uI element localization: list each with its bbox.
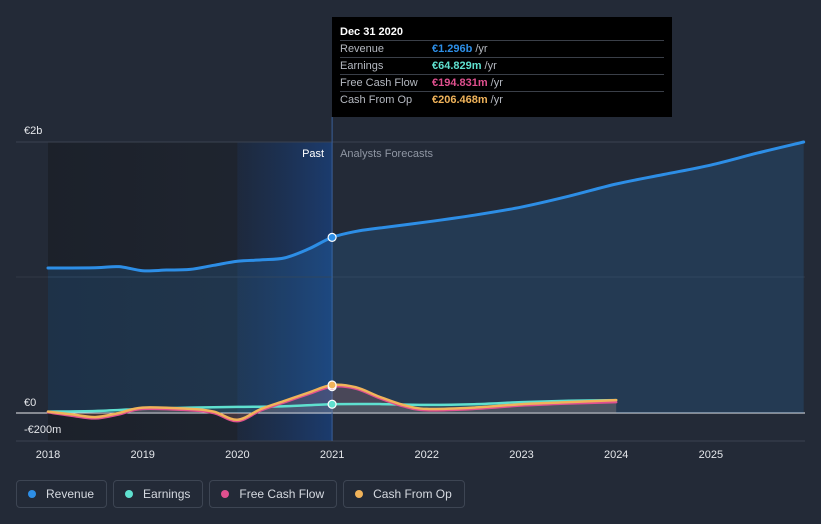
line-chart: €2b €0 -€200m 2018 2019 2020 2021 2022 2023 2024 2… bbox=[16, 117, 806, 461]
legend-label: Free Cash Flow bbox=[239, 487, 325, 501]
free-cash-flow-dot-icon bbox=[221, 490, 230, 498]
tooltip-value: €64.829m bbox=[432, 60, 482, 72]
legend-label: Revenue bbox=[46, 487, 95, 501]
x-tick-label: 2024 bbox=[604, 449, 628, 461]
y-tick-label: €0 bbox=[24, 397, 36, 409]
past-label: Past bbox=[302, 148, 324, 160]
revenue-marker bbox=[327, 232, 337, 242]
tooltip-unit: /yr bbox=[484, 60, 497, 72]
cash-from-op-line bbox=[46, 383, 618, 422]
legend-label: Earnings bbox=[143, 487, 191, 501]
x-tick-label: 2019 bbox=[130, 449, 154, 461]
tooltip-unit: /yr bbox=[490, 94, 503, 106]
tooltip-label: Revenue bbox=[340, 43, 385, 55]
tooltip-row-earnings: Earnings €64.829m /yr bbox=[340, 57, 664, 74]
forecast-label: Analysts Forecasts bbox=[340, 148, 433, 160]
legend: Revenue Earnings Free Cash Flow Cash Fro… bbox=[16, 480, 465, 508]
earnings-dot-icon bbox=[125, 490, 134, 498]
x-tick-label: 2021 bbox=[320, 449, 344, 461]
tooltip-date: Dec 31 2020 bbox=[340, 26, 403, 38]
legend-label: Cash From Op bbox=[373, 487, 452, 501]
tooltip-value: €1.296b bbox=[432, 43, 473, 55]
legend-item-free-cash-flow[interactable]: Free Cash Flow bbox=[209, 480, 338, 508]
free-cash-flow-line bbox=[46, 385, 618, 423]
tooltip-label: Cash From Op bbox=[340, 94, 413, 106]
tooltip-value: €194.831m bbox=[432, 77, 488, 89]
tooltip-row-cash-from-op: Cash From Op €206.468m /yr bbox=[340, 91, 664, 108]
tooltip-label: Free Cash Flow bbox=[340, 77, 418, 89]
x-tick-label: 2018 bbox=[36, 449, 60, 461]
y-tick-label: €2b bbox=[24, 125, 42, 137]
legend-item-cash-from-op[interactable]: Cash From Op bbox=[343, 480, 465, 508]
cash-from-op-dot-icon bbox=[355, 490, 364, 498]
legend-item-revenue[interactable]: Revenue bbox=[16, 480, 108, 508]
x-tick-label: 2025 bbox=[699, 449, 723, 461]
x-tick-label: 2022 bbox=[415, 449, 439, 461]
revenue-area bbox=[48, 142, 804, 413]
x-tick-label: 2023 bbox=[509, 449, 533, 461]
tooltip-unit: /yr bbox=[490, 77, 503, 89]
earnings-marker bbox=[327, 399, 337, 409]
tooltip-unit: /yr bbox=[475, 43, 488, 55]
tooltip: Dec 31 2020 Revenue €1.296b /yr Earnings… bbox=[332, 17, 672, 117]
x-tick-label: 2020 bbox=[225, 449, 249, 461]
tooltip-value: €206.468m bbox=[432, 94, 488, 106]
cash-from-op-marker bbox=[327, 380, 337, 390]
tooltip-row-revenue: Revenue €1.296b /yr bbox=[340, 40, 664, 57]
tooltip-label: Earnings bbox=[340, 60, 384, 72]
legend-item-earnings[interactable]: Earnings bbox=[113, 480, 204, 508]
tooltip-row-free-cash-flow: Free Cash Flow €194.831m /yr bbox=[340, 74, 664, 91]
revenue-dot-icon bbox=[28, 490, 36, 498]
y-tick-label: -€200m bbox=[24, 424, 61, 436]
